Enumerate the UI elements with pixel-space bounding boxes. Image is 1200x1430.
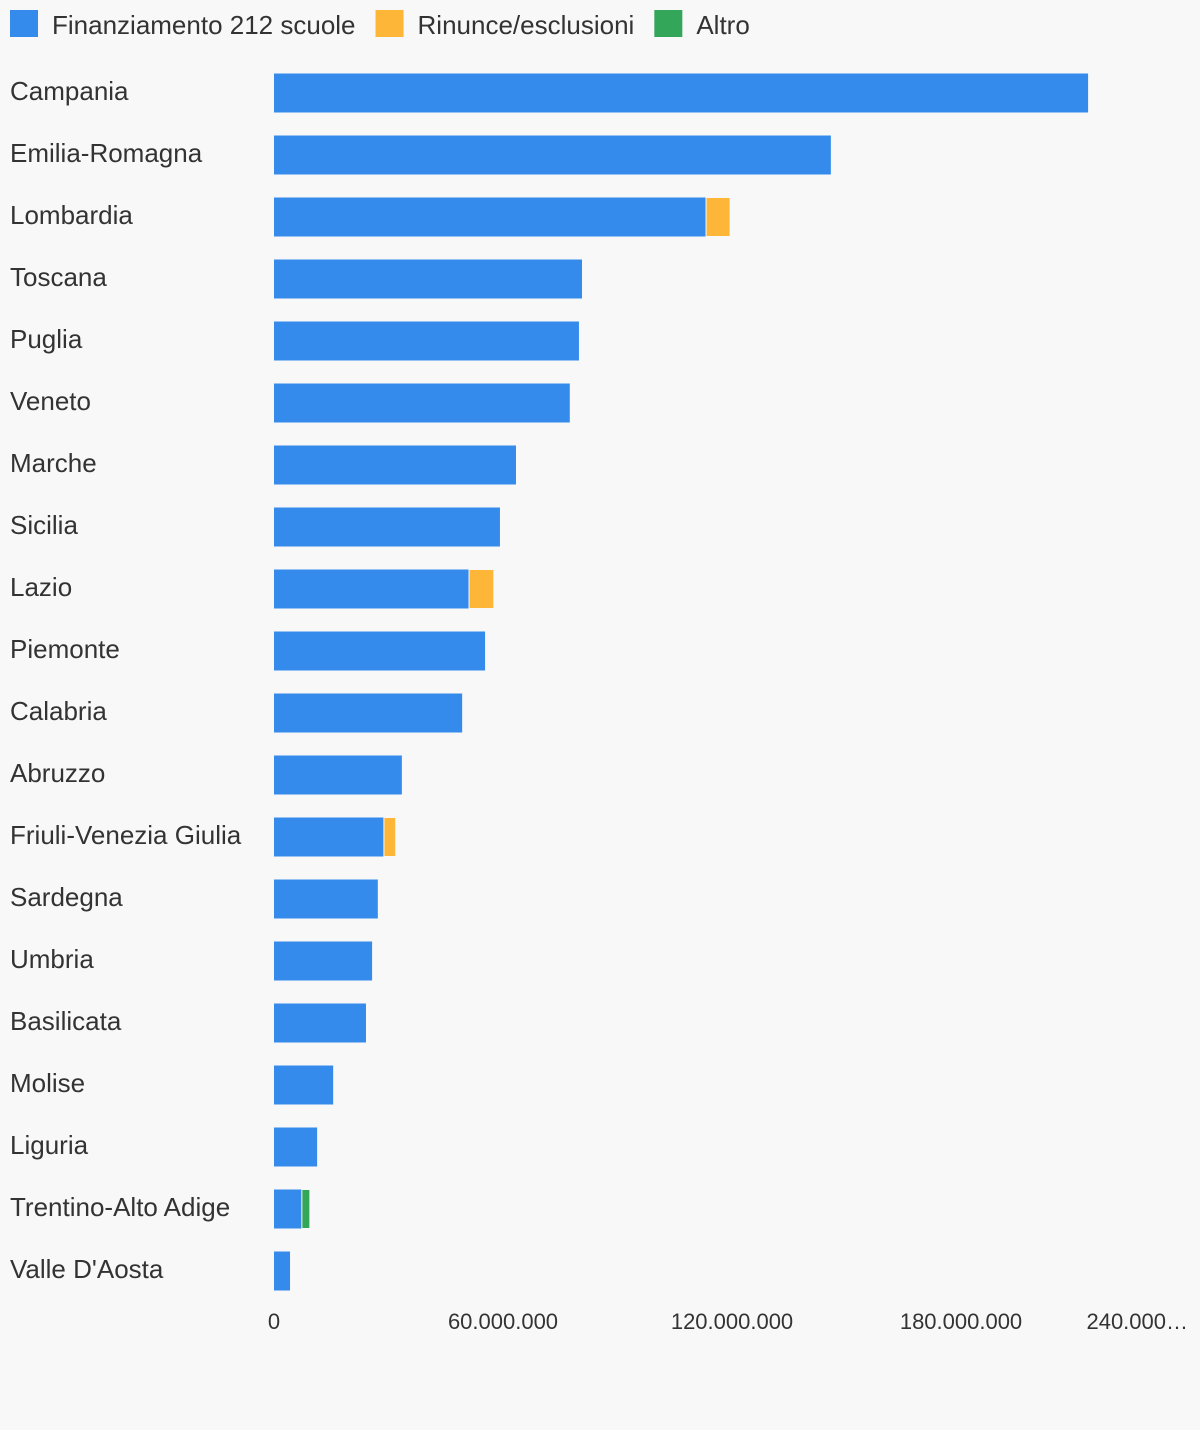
x-tick-label: 60.000.000 xyxy=(448,1309,558,1334)
legend-swatch xyxy=(10,10,38,37)
bar-segment xyxy=(274,755,402,795)
category-label: Toscana xyxy=(10,262,107,292)
bar-segment xyxy=(274,817,384,857)
category-label: Marche xyxy=(10,448,97,478)
bar-segment xyxy=(274,1127,318,1167)
bar-segment xyxy=(705,197,731,237)
legend-label: Rinunce/esclusioni xyxy=(418,10,635,40)
bar-segment xyxy=(274,1251,291,1291)
bar-segment xyxy=(468,569,495,609)
category-label: Lazio xyxy=(10,572,72,602)
category-label: Sardegna xyxy=(10,882,123,912)
category-label: Emilia-Romagna xyxy=(10,138,203,168)
bar-segment xyxy=(274,321,579,361)
category-label: Calabria xyxy=(10,696,107,726)
category-label: Piemonte xyxy=(10,634,120,664)
bar-segment xyxy=(274,259,583,299)
legend-swatch xyxy=(654,10,683,37)
x-tick-label: 180.000.000 xyxy=(900,1309,1022,1334)
legend-swatch xyxy=(375,10,404,37)
bar-segment xyxy=(274,569,470,609)
bar-segment xyxy=(274,631,486,671)
category-label: Molise xyxy=(10,1068,85,1098)
x-tick-label: 120.000.000 xyxy=(671,1309,793,1334)
category-label: Sicilia xyxy=(10,510,78,540)
bar-segment xyxy=(274,1189,302,1229)
category-label: Friuli-Venezia Giulia xyxy=(10,820,242,850)
bar-segment xyxy=(274,73,1089,113)
bar-segment xyxy=(301,1189,311,1229)
category-label: Puglia xyxy=(10,324,83,354)
legend-label: Altro xyxy=(696,10,749,40)
category-label: Abruzzo xyxy=(10,758,105,788)
category-label: Lombardia xyxy=(10,200,133,230)
bar-segment xyxy=(274,941,373,981)
bar-segment xyxy=(274,1065,334,1105)
bar-segment xyxy=(274,197,707,237)
category-label: Campania xyxy=(10,76,129,106)
bar-segment xyxy=(274,135,831,175)
x-tick-label: 240.000… xyxy=(1086,1309,1188,1334)
bar-segment xyxy=(383,817,397,857)
category-label: Trentino-Alto Adige xyxy=(10,1192,230,1222)
category-label: Umbria xyxy=(10,944,94,974)
category-label: Liguria xyxy=(10,1130,89,1160)
bar-segment xyxy=(274,693,463,733)
category-label: Valle D'Aosta xyxy=(10,1254,164,1284)
bar-segment xyxy=(274,445,516,485)
x-tick-label: 0 xyxy=(268,1309,280,1334)
bar-segment xyxy=(274,507,500,547)
bar-segment xyxy=(274,879,378,919)
legend-label: Finanziamento 212 scuole xyxy=(52,10,356,40)
bar-segment xyxy=(274,383,570,423)
category-label: Basilicata xyxy=(10,1006,122,1036)
bar-segment xyxy=(274,1003,366,1043)
category-label: Veneto xyxy=(10,386,91,416)
